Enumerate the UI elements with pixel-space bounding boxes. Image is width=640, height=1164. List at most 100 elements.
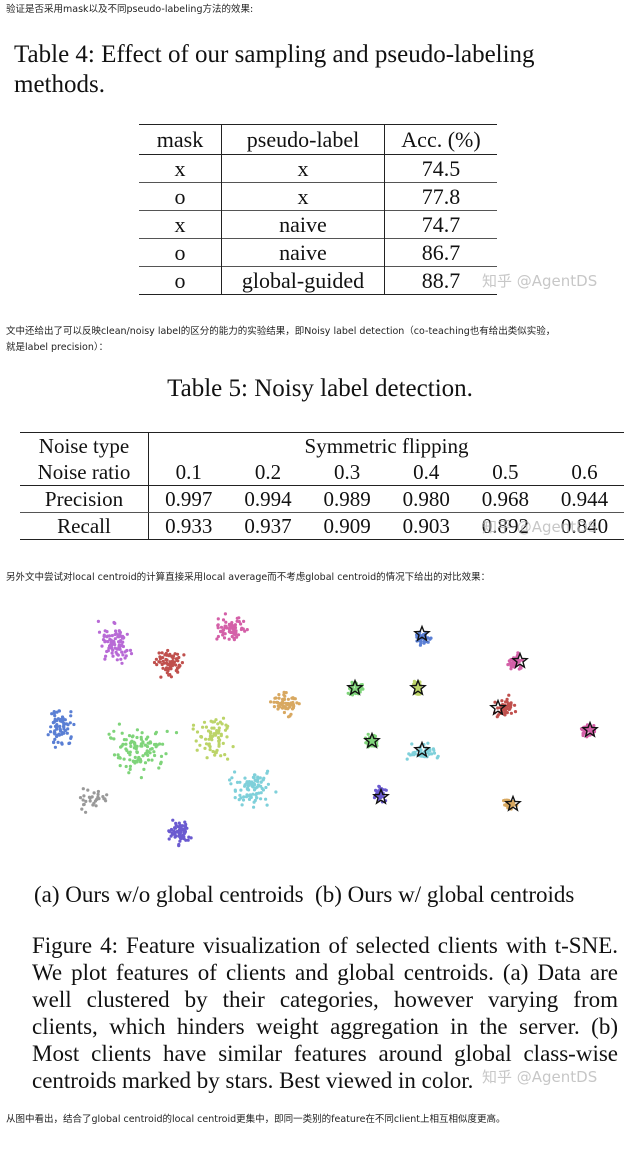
feature-point [221, 618, 226, 622]
feature-point [426, 741, 430, 745]
feature-point [183, 827, 187, 831]
feature-point [239, 796, 243, 800]
feature-point [288, 714, 292, 718]
cell-mask: x [139, 154, 222, 183]
feature-point [215, 729, 219, 733]
feature-point [135, 735, 139, 740]
feature-point [272, 705, 276, 709]
feature-point [264, 797, 268, 801]
recall-cell: 0.909 [307, 512, 387, 540]
feature-point [92, 791, 96, 795]
subcaption-a: (a) Ours w/o global centroids [34, 882, 304, 907]
feature-point [165, 729, 169, 733]
feature-point [493, 700, 497, 704]
feature-point [119, 657, 123, 661]
feature-point [137, 755, 141, 760]
feature-point [405, 757, 409, 761]
feature-point [216, 623, 220, 627]
feature-point [292, 704, 296, 708]
feature-point [201, 725, 205, 729]
feature-point [231, 745, 235, 749]
feature-point [52, 731, 56, 735]
feature-point [157, 766, 161, 770]
feature-point [133, 743, 137, 747]
feature-point [243, 776, 247, 780]
feature-point [276, 707, 280, 711]
feature-point [129, 744, 133, 748]
feature-point [209, 736, 213, 740]
feature-point [289, 703, 293, 707]
feature-point [109, 736, 113, 740]
feature-point [48, 730, 53, 734]
feature-point [127, 734, 132, 738]
precision-cell: 0.989 [307, 485, 387, 513]
feature-point [217, 742, 221, 746]
feature-point [113, 643, 117, 647]
feature-point [228, 778, 232, 782]
feature-point [53, 745, 57, 749]
feature-point [53, 737, 57, 741]
feature-point [250, 784, 254, 788]
feature-point [430, 752, 434, 756]
cell-pseudo-label: naive [221, 238, 385, 267]
global-centroid-star-icon [413, 624, 431, 642]
feature-point [257, 791, 261, 795]
feature-point [174, 821, 178, 825]
feature-point [167, 837, 171, 841]
table4: mask pseudo-label Acc. (%) x x 74.5 o x … [139, 124, 497, 295]
feature-point [297, 702, 301, 706]
feature-point [86, 788, 90, 792]
feature-point [108, 637, 112, 641]
feature-point [176, 830, 180, 834]
feature-point [103, 657, 107, 661]
cell-acc: 74.7 [384, 210, 497, 239]
feature-point [259, 791, 263, 795]
feature-point [211, 749, 215, 754]
feature-point [227, 637, 231, 641]
table4-header-pseudo-label: pseudo-label [221, 124, 385, 155]
table-row: x naive 74.7 [139, 210, 497, 239]
table5-note-line2: 就是label precision）： [6, 342, 109, 353]
feature-point [125, 648, 129, 653]
feature-point [159, 675, 163, 679]
feature-point [128, 758, 132, 762]
feature-point [235, 616, 239, 620]
feature-point [67, 741, 71, 746]
feature-point [107, 732, 111, 736]
feature-point [159, 762, 163, 766]
feature-point [208, 748, 212, 752]
feature-point [152, 750, 156, 754]
feature-point [57, 732, 61, 736]
feature-point [62, 724, 66, 728]
feature-point [171, 818, 175, 822]
feature-point [183, 830, 187, 834]
feature-point [503, 713, 507, 717]
feature-point [225, 735, 229, 739]
feature-point [166, 648, 170, 653]
feature-point [62, 721, 66, 726]
subcaptions: (a) Ours w/o global centroids (b) Ours w… [34, 882, 574, 908]
feature-point [283, 694, 287, 698]
feature-point [241, 798, 246, 802]
feature-point [588, 729, 593, 733]
table4-header-acc: Acc. (%) [384, 124, 497, 155]
feature-point [230, 621, 234, 625]
cell-acc: 86.7 [384, 238, 497, 267]
feature-point [164, 752, 168, 756]
feature-point [153, 753, 157, 758]
watermark: 知乎 @AgentDS [482, 1068, 598, 1086]
feature-point [82, 803, 86, 807]
feature-point [235, 780, 240, 784]
feature-point [174, 731, 179, 735]
precision-label: Precision [20, 485, 149, 513]
feature-point [103, 639, 107, 643]
feature-point [252, 782, 256, 786]
feature-point [63, 729, 67, 733]
feature-point [366, 732, 370, 736]
feature-point [142, 767, 146, 771]
feature-point [46, 733, 50, 737]
feature-point [204, 742, 209, 746]
feature-point [511, 802, 515, 806]
feature-point [61, 718, 66, 722]
feature-point [346, 691, 350, 695]
